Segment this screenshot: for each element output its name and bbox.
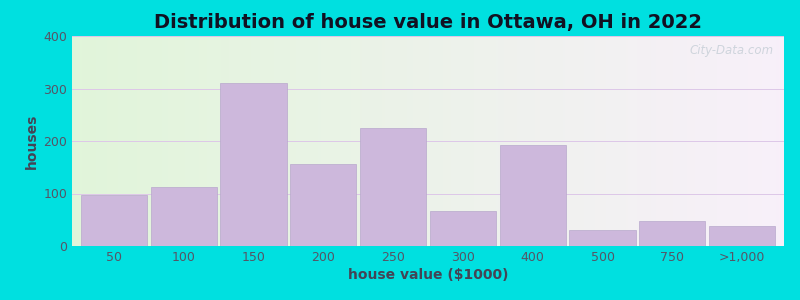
Bar bbox=[570, 230, 636, 246]
Bar bbox=[709, 226, 775, 246]
Bar bbox=[81, 195, 147, 246]
Bar bbox=[639, 221, 706, 246]
Bar bbox=[150, 187, 217, 246]
X-axis label: house value ($1000): house value ($1000) bbox=[348, 268, 508, 282]
Y-axis label: houses: houses bbox=[25, 113, 39, 169]
Text: City-Data.com: City-Data.com bbox=[689, 44, 774, 57]
Bar bbox=[220, 83, 286, 246]
Bar bbox=[360, 128, 426, 246]
Bar bbox=[430, 211, 496, 246]
Bar bbox=[499, 145, 566, 246]
Title: Distribution of house value in Ottawa, OH in 2022: Distribution of house value in Ottawa, O… bbox=[154, 13, 702, 32]
Bar bbox=[290, 164, 357, 246]
